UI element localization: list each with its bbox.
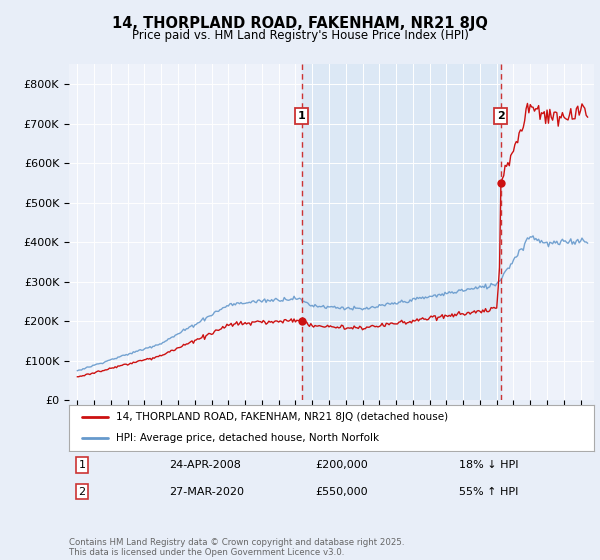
Text: £550,000: £550,000 <box>316 487 368 497</box>
Text: Contains HM Land Registry data © Crown copyright and database right 2025.
This d: Contains HM Land Registry data © Crown c… <box>69 538 404 557</box>
Text: 2: 2 <box>79 487 86 497</box>
Text: 18% ↓ HPI: 18% ↓ HPI <box>459 460 519 470</box>
Text: 55% ↑ HPI: 55% ↑ HPI <box>460 487 518 497</box>
Text: 1: 1 <box>298 111 305 121</box>
Text: 2: 2 <box>497 111 505 121</box>
Text: 14, THORPLAND ROAD, FAKENHAM, NR21 8JQ: 14, THORPLAND ROAD, FAKENHAM, NR21 8JQ <box>112 16 488 31</box>
Text: Price paid vs. HM Land Registry's House Price Index (HPI): Price paid vs. HM Land Registry's House … <box>131 29 469 42</box>
Text: 27-MAR-2020: 27-MAR-2020 <box>169 487 244 497</box>
Text: 24-APR-2008: 24-APR-2008 <box>169 460 241 470</box>
Text: 14, THORPLAND ROAD, FAKENHAM, NR21 8JQ (detached house): 14, THORPLAND ROAD, FAKENHAM, NR21 8JQ (… <box>116 412 448 422</box>
Text: 1: 1 <box>79 460 86 470</box>
Bar <box>302 64 501 400</box>
Text: HPI: Average price, detached house, North Norfolk: HPI: Average price, detached house, Nort… <box>116 433 379 444</box>
Text: £200,000: £200,000 <box>316 460 368 470</box>
